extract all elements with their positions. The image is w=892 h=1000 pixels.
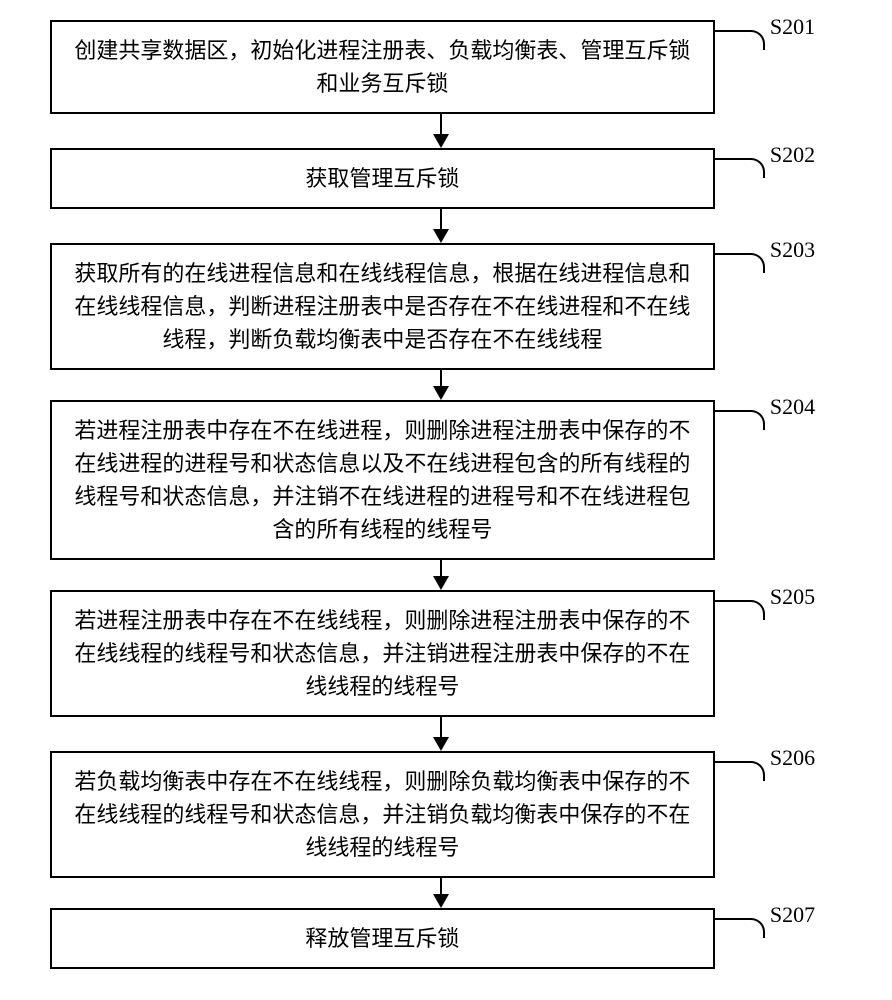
step-box: 获取所有的在线进程信息和在线线程信息，根据在线进程信息和在线线程信息，判断进程注… — [50, 243, 715, 370]
arrow-line — [440, 209, 442, 229]
arrow-line — [440, 717, 442, 737]
arrow-head-icon — [433, 894, 449, 908]
step-label: S207 — [770, 902, 815, 928]
flowchart-container: 创建共享数据区，初始化进程注册表、负载均衡表、管理互斥锁和业务互斥锁S201 获取… — [0, 20, 892, 969]
arrow-head-icon — [433, 229, 449, 243]
arrow-line — [440, 560, 442, 576]
step-row: 若进程注册表中存在不在线进程，则删除进程注册表中保存的不在线进程的进程号和状态信… — [50, 400, 832, 560]
connector-line — [715, 30, 765, 50]
connector-line — [715, 600, 765, 620]
arrow-head-icon — [433, 737, 449, 751]
step-row: 获取所有的在线进程信息和在线线程信息，根据在线进程信息和在线线程信息，判断进程注… — [50, 243, 832, 370]
arrow-down — [101, 114, 781, 148]
step-label: S203 — [770, 237, 815, 263]
connector-line — [715, 918, 765, 938]
step-box: 创建共享数据区，初始化进程注册表、负载均衡表、管理互斥锁和业务互斥锁 — [50, 20, 715, 114]
step-box: 释放管理互斥锁 — [50, 908, 715, 969]
connector-line — [715, 761, 765, 781]
step-row: 释放管理互斥锁S207 — [50, 908, 832, 969]
arrow-line — [440, 114, 442, 134]
connector-line — [715, 253, 765, 273]
step-label: S206 — [770, 745, 815, 771]
arrow-head-icon — [433, 576, 449, 590]
step-row: 创建共享数据区，初始化进程注册表、负载均衡表、管理互斥锁和业务互斥锁S201 — [50, 20, 832, 114]
arrow-down — [101, 717, 781, 751]
arrow-line — [440, 878, 442, 894]
arrow-down — [101, 878, 781, 908]
connector-line — [715, 410, 765, 430]
step-row: 获取管理互斥锁S202 — [50, 148, 832, 209]
arrow-head-icon — [433, 134, 449, 148]
arrow-down — [101, 209, 781, 243]
step-label: S205 — [770, 584, 815, 610]
arrow-down — [101, 370, 781, 400]
step-box: 若负载均衡表中存在不在线线程，则删除负载均衡表中保存的不在线线程的线程号和状态信… — [50, 751, 715, 878]
arrow-line — [440, 370, 442, 386]
arrow-head-icon — [433, 386, 449, 400]
step-label: S204 — [770, 394, 815, 420]
step-row: 若负载均衡表中存在不在线线程，则删除负载均衡表中保存的不在线线程的线程号和状态信… — [50, 751, 832, 878]
step-box: 若进程注册表中存在不在线线程，则删除进程注册表中保存的不在线线程的线程号和状态信… — [50, 590, 715, 717]
arrow-down — [101, 560, 781, 590]
step-label: S202 — [770, 142, 815, 168]
step-row: 若进程注册表中存在不在线线程，则删除进程注册表中保存的不在线线程的线程号和状态信… — [50, 590, 832, 717]
step-box: 若进程注册表中存在不在线进程，则删除进程注册表中保存的不在线进程的进程号和状态信… — [50, 400, 715, 560]
step-label: S201 — [770, 14, 815, 40]
step-box: 获取管理互斥锁 — [50, 148, 715, 209]
connector-line — [715, 158, 765, 178]
